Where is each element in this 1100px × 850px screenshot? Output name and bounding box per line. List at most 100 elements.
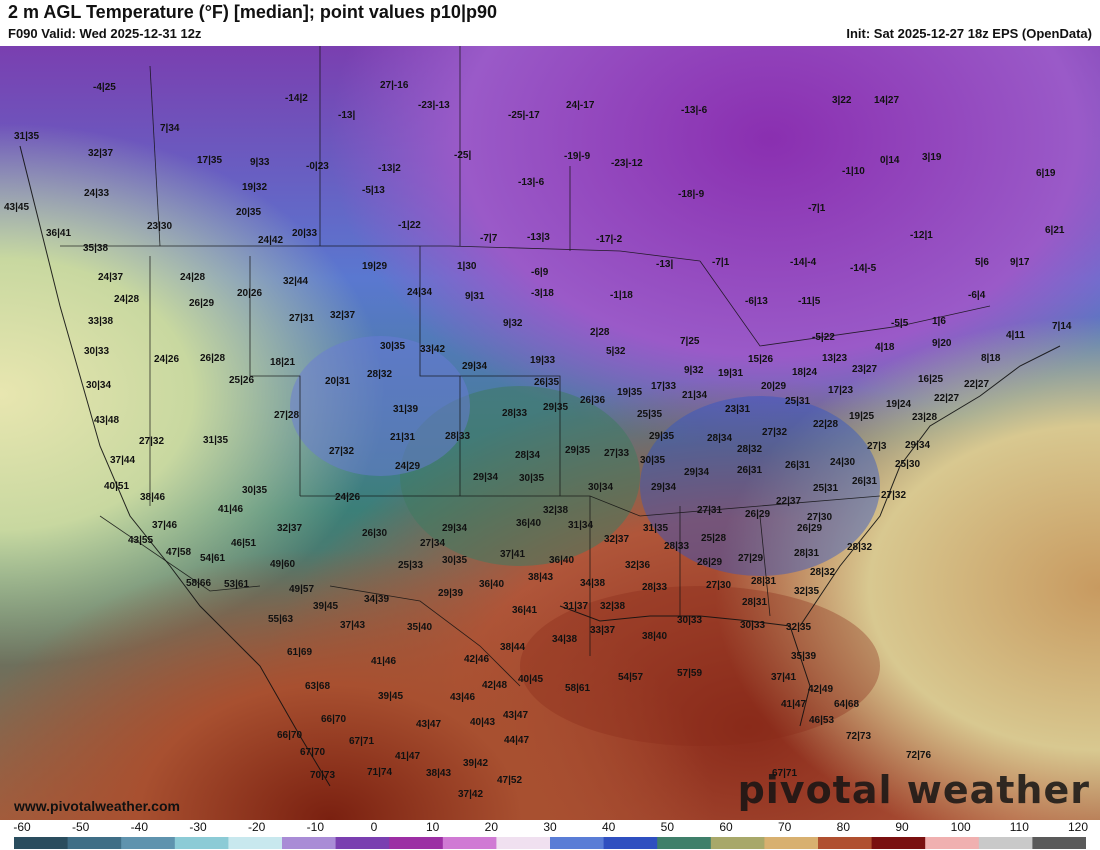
point-value: 42|46 [464, 654, 490, 665]
colorbar-tick-label: 50 [660, 820, 675, 834]
colorbar-tick-label: -20 [247, 820, 266, 834]
point-value: 32|35 [786, 622, 812, 633]
point-value: 26|36 [580, 395, 606, 406]
colorbar-segment [67, 837, 122, 849]
point-value: 24|34 [407, 287, 433, 298]
point-value: 39|45 [378, 691, 404, 702]
point-value: 19|32 [242, 182, 268, 193]
point-value: 58|66 [186, 578, 212, 589]
colorbar-segment [550, 837, 605, 849]
point-value: 38|46 [140, 492, 166, 503]
point-value: 4|11 [1006, 330, 1025, 341]
point-value: 9|32 [684, 365, 704, 376]
point-value: 24|28 [114, 294, 140, 305]
point-value: -1|10 [842, 166, 865, 177]
point-value: 30|35 [442, 555, 468, 566]
colorbar-tick-label: 20 [484, 820, 499, 834]
point-value: -23|-12 [611, 158, 643, 169]
point-value: 22|28 [813, 419, 839, 430]
colorbar-tick-label: 100 [950, 820, 971, 834]
point-value: 41|46 [371, 656, 397, 667]
point-value: 54|57 [618, 672, 644, 683]
point-value: 31|39 [393, 404, 419, 415]
point-value: -13|2 [378, 163, 401, 174]
point-value: -7|7 [480, 233, 498, 244]
point-value: 20|31 [325, 376, 351, 387]
point-value: 30|33 [740, 620, 766, 631]
point-value: 0|14 [880, 155, 900, 166]
point-value: 32|37 [277, 523, 303, 534]
point-value: 32|36 [625, 560, 651, 571]
point-value: 6|19 [1036, 168, 1056, 179]
point-value: 35|40 [407, 622, 433, 633]
point-value: 23|30 [147, 221, 173, 232]
point-value: -1|18 [610, 290, 633, 301]
point-value: 32|37 [604, 534, 630, 545]
point-value: 37|42 [458, 789, 484, 800]
point-value: 20|35 [236, 207, 262, 218]
point-value: 30|35 [640, 455, 666, 466]
colorbar-tick-label: 60 [719, 820, 733, 834]
point-value: -25| [454, 150, 472, 161]
point-value: 70|73 [310, 770, 336, 781]
point-value: 31|35 [643, 523, 669, 534]
point-value: 39|45 [313, 601, 339, 612]
point-value: 27|32 [881, 490, 907, 501]
point-value: 29|34 [684, 467, 710, 478]
point-value: 17|35 [197, 155, 223, 166]
colorbar-tick-label: 80 [836, 820, 851, 834]
colorbar-tick-label: -60 [13, 820, 31, 834]
point-value: 3|22 [832, 95, 852, 106]
point-value: 26|35 [534, 377, 560, 388]
colorbar-tick-label: -40 [130, 820, 148, 834]
point-value: -17|-2 [596, 234, 623, 245]
colorbar-tick-label: 40 [601, 820, 616, 834]
point-value: 72|76 [906, 750, 932, 761]
point-value: 27|30 [807, 512, 833, 523]
point-value: -11|5 [798, 296, 821, 307]
point-value: 6|21 [1045, 225, 1065, 236]
point-value: 26|31 [737, 465, 763, 476]
point-value: 36|40 [479, 579, 505, 590]
point-value: 34|38 [552, 634, 578, 645]
point-value: 43|47 [503, 710, 529, 721]
point-value: 41|46 [218, 504, 244, 515]
point-value: 13|23 [822, 353, 848, 364]
colorbar-ticks: -60 -50 -40 -30 -20 -10 0 10 20 30 40 50 60 70 80 90 100… [0, 820, 1100, 836]
point-value: 21|34 [682, 390, 708, 401]
temperature-map[interactable]: -4|25 -14|2 27|-16 -23|-13 -25|-17 24|-17 -13|… [0, 46, 1100, 820]
point-value: -14|2 [285, 93, 308, 104]
point-value: 29|35 [543, 402, 569, 413]
point-value: 9|33 [250, 157, 270, 168]
point-value: 71|74 [367, 767, 393, 778]
colorbar-segment [764, 837, 819, 849]
point-value: 27|31 [289, 313, 315, 324]
point-value: 33|37 [590, 625, 616, 636]
point-value: 47|58 [166, 547, 192, 558]
point-value: -13| [338, 110, 356, 121]
point-value: 37|46 [152, 520, 178, 531]
point-value: -5|22 [812, 332, 835, 343]
point-value: 3|19 [922, 152, 942, 163]
point-value: 28|32 [847, 542, 873, 553]
point-value: 19|24 [886, 399, 912, 410]
point-value: 26|30 [362, 528, 388, 539]
point-value: 49|60 [270, 559, 296, 570]
point-value: 46|51 [231, 538, 257, 549]
point-value: 30|35 [380, 341, 406, 352]
point-value: 38|40 [642, 631, 668, 642]
point-value: 40|45 [518, 674, 544, 685]
point-value: 41|47 [395, 751, 421, 762]
point-value: 37|44 [110, 455, 136, 466]
colorbar-segment [657, 837, 712, 849]
colorbar-segment [1032, 837, 1086, 849]
point-value: 25|31 [785, 396, 811, 407]
point-value: 22|37 [776, 496, 802, 507]
point-value: 66|70 [321, 714, 347, 725]
point-value: 33|38 [88, 316, 114, 327]
colorbar-segment [925, 837, 980, 849]
point-value: 30|34 [86, 380, 112, 391]
point-value: 31|35 [14, 131, 40, 142]
point-value: 40|51 [104, 481, 130, 492]
point-value: 19|31 [718, 368, 744, 379]
